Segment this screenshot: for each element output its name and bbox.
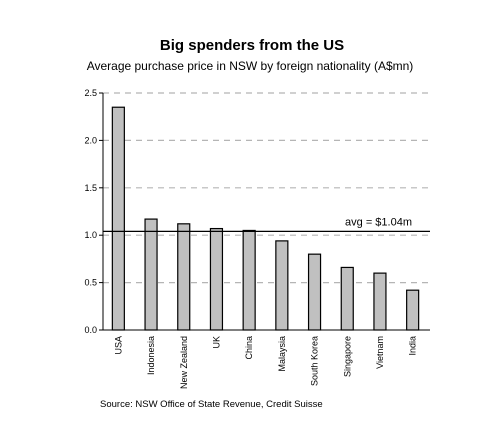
y-axis-ticks: 0.0 0.5 1.0 1.5 2.0 2.5 xyxy=(84,88,103,335)
x-category-label: Vietnam xyxy=(375,336,385,369)
x-category-label: Malaysia xyxy=(277,336,287,372)
y-tick-label: 0.0 xyxy=(84,325,97,335)
y-tick-label: 2.5 xyxy=(84,88,97,98)
x-category-label: South Korea xyxy=(310,336,320,386)
chart-title: Big spenders from the US xyxy=(160,37,344,54)
bar xyxy=(242,229,256,331)
x-category-label: Singapore xyxy=(342,336,352,377)
avg-label: avg = $1.04m xyxy=(345,216,412,228)
bar xyxy=(111,106,125,331)
y-tick-label: 1.0 xyxy=(84,230,97,240)
bar xyxy=(144,218,158,331)
bar xyxy=(307,253,322,331)
x-category-label: China xyxy=(244,336,254,360)
bar xyxy=(209,227,224,331)
bars xyxy=(111,106,420,331)
y-tick-label: 0.5 xyxy=(84,278,97,288)
x-category-label: India xyxy=(408,336,418,356)
bar xyxy=(406,289,420,331)
source-note: Source: NSW Office of State Revenue, Cre… xyxy=(100,399,323,410)
x-category-label: Indonesia xyxy=(146,336,156,375)
bar xyxy=(275,240,289,331)
y-tick-label: 2.0 xyxy=(84,135,97,145)
chart-subtitle: Average purchase price in NSW by foreign… xyxy=(87,59,414,73)
x-category-label: UK xyxy=(211,336,221,349)
y-tick-label: 1.5 xyxy=(84,183,97,193)
bar xyxy=(373,272,387,331)
x-category-label: USA xyxy=(113,336,123,355)
x-axis-labels: USA Indonesia New Zealand UK China Malaysia So… xyxy=(113,336,417,389)
x-category-label: New Zealand xyxy=(179,336,189,389)
bar xyxy=(177,223,191,331)
bar xyxy=(340,266,354,331)
